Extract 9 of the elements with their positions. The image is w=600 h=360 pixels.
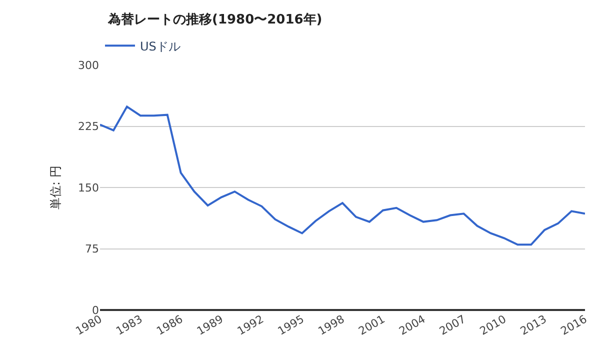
- y-tick-label: 75: [85, 242, 99, 256]
- y-axis-title: 単位: 円: [48, 166, 62, 210]
- y-tick-label: 150: [78, 181, 99, 194]
- y-tick-label: 225: [78, 120, 99, 134]
- chart-title: 為替レートの推移(1980〜2016年): [107, 12, 322, 28]
- y-tick-label: 300: [78, 58, 99, 72]
- y-tick-label: 0: [92, 304, 99, 317]
- legend-label: USドル: [140, 39, 180, 54]
- line-series: [100, 106, 585, 246]
